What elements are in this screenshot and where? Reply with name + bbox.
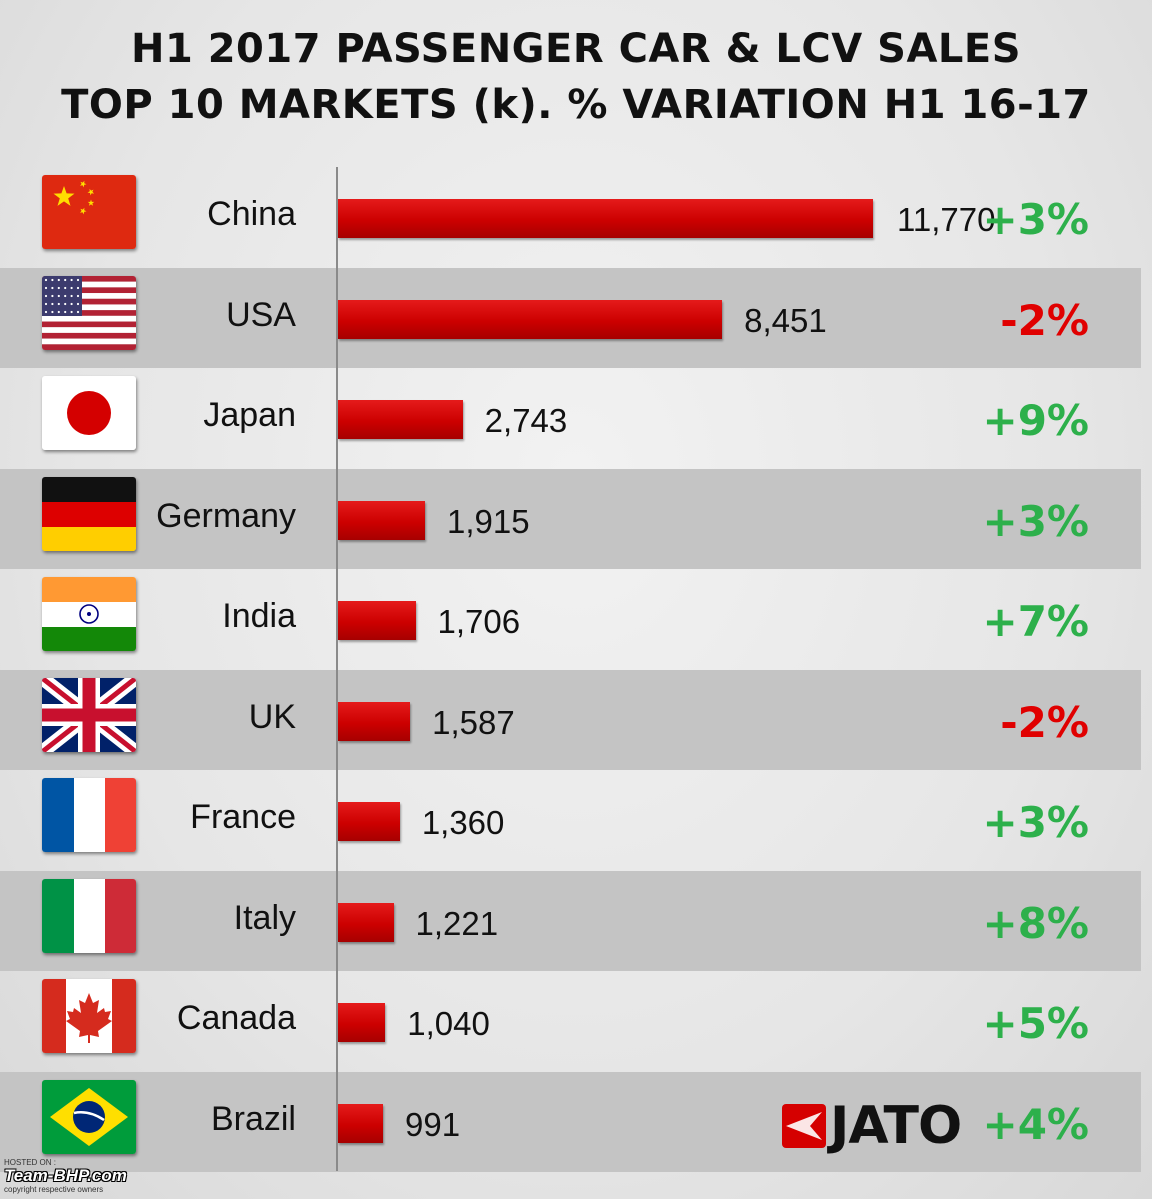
value-label: 8,451: [744, 301, 827, 339]
value-label: 1,706: [437, 603, 521, 640]
category-label: France: [190, 798, 296, 836]
flag-canada-icon: [42, 979, 136, 1053]
flag-china-icon: [42, 175, 136, 249]
chart-row: USA 8,451 -2%: [0, 267, 1141, 368]
watermark-bottom: copyright respective owners: [4, 1185, 104, 1194]
variation-label: +5%: [982, 999, 1090, 1048]
chart-row: Italy 1,221 +8%: [0, 870, 1141, 971]
category-label: USA: [226, 295, 296, 334]
value-label: 11,770: [897, 201, 996, 238]
bar: [338, 400, 463, 439]
axis-line: [336, 167, 338, 1171]
variation-label: +3%: [982, 496, 1090, 546]
chart-row: Japan 2,743 +9%: [0, 368, 1141, 468]
chart-row: France 1,360 +3%: [0, 770, 1141, 870]
value-label: 1,587: [432, 703, 515, 741]
bar: [338, 1103, 384, 1143]
variation-label: +3%: [982, 195, 1090, 244]
chart-row: India 1,706 +7%: [0, 569, 1141, 669]
variation-label: -2%: [1000, 295, 1089, 345]
category-label: Germany: [156, 496, 296, 535]
watermark-top: HOSTED ON :: [4, 1158, 57, 1167]
chart-row: China 11,770 +3%: [0, 167, 1141, 267]
chart-row: Canada 1,040 +5%: [0, 971, 1141, 1071]
flag-france-icon: [42, 778, 136, 852]
watermark: HOSTED ON : Team-BHP.com copyright respe…: [4, 1158, 204, 1194]
value-label: 1,040: [407, 1005, 490, 1042]
bar: [338, 601, 416, 640]
category-label: Canada: [176, 999, 296, 1037]
variation-label: +8%: [982, 898, 1090, 948]
bar: [338, 802, 400, 841]
category-label: China: [207, 195, 296, 233]
flag-india-icon: [42, 577, 136, 651]
category-label: UK: [248, 697, 296, 736]
bar: [338, 701, 411, 741]
chart-row: UK 1,587 -2%: [0, 669, 1141, 770]
variation-label: +3%: [982, 798, 1090, 847]
jato-logo-text: JATO: [830, 1096, 962, 1156]
watermark-main: Team-BHP.com: [4, 1166, 127, 1185]
value-label: 2,743: [484, 402, 568, 439]
value-label: 1,221: [415, 904, 499, 942]
flag-germany-icon: [42, 476, 136, 551]
bar: [338, 299, 723, 339]
flag-uk-icon: [42, 677, 136, 752]
bar: [338, 199, 873, 238]
jato-mark-icon: [782, 1104, 826, 1148]
variation-label: +9%: [982, 396, 1090, 445]
value-label: 991: [405, 1105, 461, 1143]
category-label: Italy: [233, 898, 296, 937]
variation-label: +4%: [982, 1099, 1090, 1149]
category-label: Brazil: [210, 1099, 296, 1138]
flag-brazil-icon: [42, 1079, 136, 1154]
flag-usa-icon: [42, 275, 136, 350]
chart-title-line1: H1 2017 PASSENGER CAR & LCV SALES: [130, 26, 1022, 72]
variation-label: +7%: [982, 597, 1090, 646]
bar: [338, 500, 426, 540]
variation-label: -2%: [1000, 697, 1089, 747]
bar: [338, 1003, 386, 1042]
chart-row: Germany 1,915 +3%: [0, 468, 1141, 569]
chart-row: Brazil 991 +4%: [0, 1071, 1141, 1172]
category-label: Japan: [203, 396, 296, 434]
bar: [338, 902, 394, 942]
category-label: India: [222, 597, 296, 635]
flag-italy-icon: [42, 878, 136, 953]
flag-japan-icon: [42, 376, 136, 450]
value-label: 1,915: [447, 502, 530, 540]
value-label: 1,360: [421, 804, 505, 841]
chart-title-line2: TOP 10 MARKETS (k). % VARIATION H1 16-17: [61, 82, 1091, 128]
